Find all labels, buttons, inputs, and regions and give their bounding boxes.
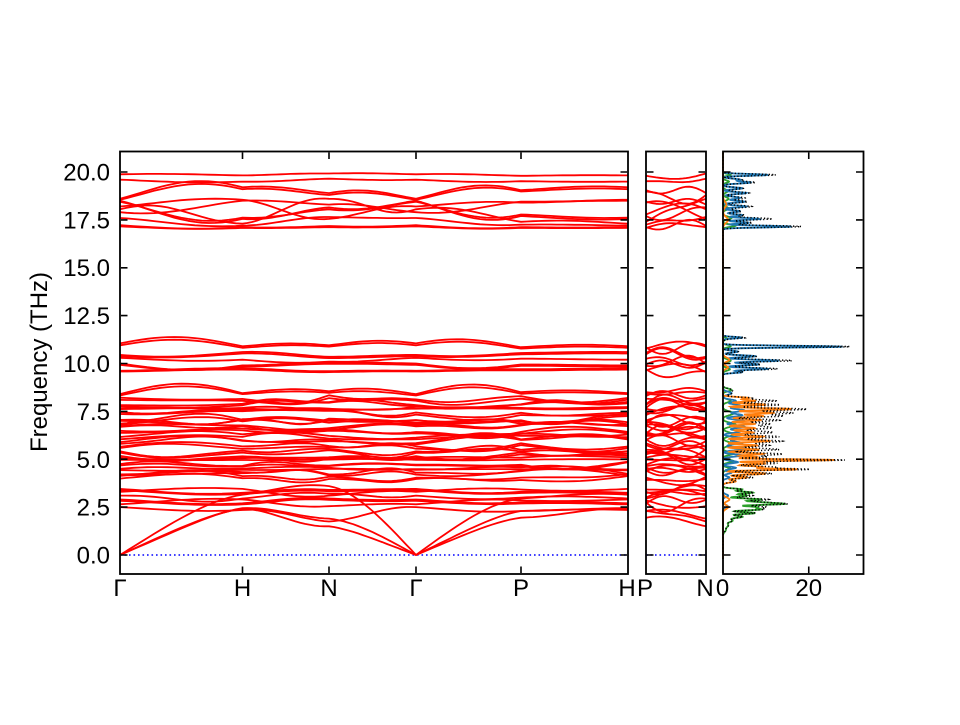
svg-text:12.5: 12.5 xyxy=(63,303,110,330)
svg-text:20: 20 xyxy=(795,575,822,602)
svg-text:2.5: 2.5 xyxy=(77,495,110,522)
svg-text:0: 0 xyxy=(716,575,729,602)
svg-text:7.5: 7.5 xyxy=(77,399,110,426)
svg-text:Frequency (THz): Frequency (THz) xyxy=(26,272,53,452)
svg-text:P: P xyxy=(513,575,529,602)
svg-text:10.0: 10.0 xyxy=(63,351,110,378)
svg-text:17.5: 17.5 xyxy=(63,207,110,234)
svg-text:H: H xyxy=(234,575,251,602)
svg-text:N: N xyxy=(696,575,713,602)
svg-text:0.0: 0.0 xyxy=(77,543,110,570)
svg-text:5.0: 5.0 xyxy=(77,447,110,474)
svg-text:15.0: 15.0 xyxy=(63,255,110,282)
svg-text:N: N xyxy=(320,575,337,602)
svg-text:P: P xyxy=(637,575,653,602)
svg-text:Γ: Γ xyxy=(113,575,126,602)
svg-text:H: H xyxy=(618,575,635,602)
svg-text:20.0: 20.0 xyxy=(63,160,110,187)
svg-text:Γ: Γ xyxy=(409,575,422,602)
